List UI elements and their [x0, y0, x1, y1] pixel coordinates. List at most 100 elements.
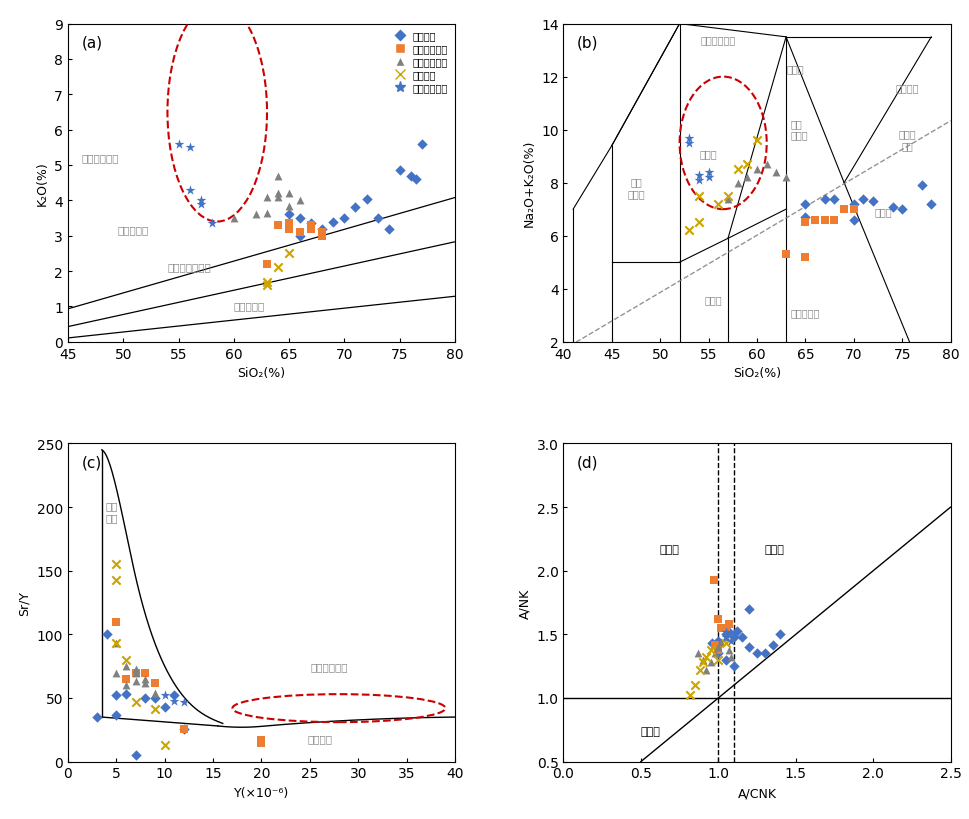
Text: 超钾镁铁质岩: 超钾镁铁质岩 — [81, 152, 118, 162]
Point — [157, 689, 172, 702]
Point — [690, 647, 705, 660]
Point — [706, 647, 722, 660]
Point — [157, 739, 172, 752]
Point — [718, 631, 734, 644]
Point — [254, 734, 269, 747]
Text: 超钾镁铁质岩: 超钾镁铁质岩 — [700, 35, 735, 45]
Point — [797, 251, 812, 264]
Point — [718, 622, 734, 635]
Point — [703, 656, 718, 669]
Point — [767, 166, 783, 179]
Point — [270, 191, 286, 204]
Point — [691, 169, 706, 182]
Point — [381, 223, 396, 236]
Point — [722, 635, 737, 648]
Point — [740, 640, 756, 654]
Point — [720, 192, 735, 206]
Point — [314, 223, 329, 236]
Point — [687, 679, 703, 692]
Text: (a): (a) — [81, 36, 103, 51]
Point — [718, 626, 734, 639]
Point — [706, 638, 722, 651]
Point — [128, 749, 143, 762]
Text: 钾玄岩系列: 钾玄岩系列 — [117, 225, 149, 235]
Point — [147, 703, 163, 716]
Point — [816, 214, 831, 227]
Point — [884, 201, 899, 214]
Point — [259, 207, 274, 220]
Point — [281, 218, 297, 231]
Point — [314, 228, 329, 241]
Point — [292, 226, 307, 239]
Point — [171, 138, 186, 152]
Point — [748, 164, 764, 177]
X-axis label: Y(×10⁻⁶): Y(×10⁻⁶) — [234, 786, 289, 799]
Point — [414, 138, 429, 152]
Point — [303, 219, 319, 233]
Point — [718, 637, 734, 650]
Text: 高钾钙碱性系列: 高钾钙碱性系列 — [168, 262, 211, 272]
Text: 钙碱性系列: 钙碱性系列 — [234, 301, 265, 310]
Point — [691, 216, 706, 229]
Point — [748, 647, 764, 660]
Point — [718, 631, 734, 644]
Point — [326, 215, 341, 229]
Point — [721, 618, 736, 631]
Point — [109, 558, 124, 571]
Point — [710, 635, 726, 648]
Text: 二长岩: 二长岩 — [699, 149, 717, 159]
Point — [725, 631, 740, 644]
Point — [292, 195, 307, 208]
Text: (c): (c) — [81, 455, 102, 470]
Point — [845, 214, 860, 227]
Point — [777, 248, 793, 261]
Point — [816, 192, 831, 206]
Point — [176, 695, 192, 708]
Point — [710, 198, 726, 211]
Legend: 花岗斑岩, 花岗闪长斑岩, 二长花岗斑岩, 闪长玢岩, 暗色微粒包体: 花岗斑岩, 花岗闪长斑岩, 二长花岗斑岩, 闪长玢岩, 暗色微粒包体 — [389, 29, 450, 95]
Point — [147, 676, 163, 690]
Point — [118, 672, 134, 686]
Point — [270, 170, 286, 183]
Text: 二长
闪长岩: 二长 闪长岩 — [627, 177, 644, 199]
Point — [738, 172, 754, 185]
Point — [248, 209, 264, 222]
Point — [128, 675, 143, 688]
Point — [128, 695, 143, 708]
Point — [359, 192, 374, 206]
Point — [109, 689, 124, 702]
X-axis label: A/CNK: A/CNK — [736, 786, 776, 799]
Point — [292, 230, 307, 243]
Text: 过碱质: 过碱质 — [641, 726, 660, 735]
Point — [713, 622, 729, 635]
Point — [259, 191, 274, 204]
Point — [797, 198, 812, 211]
Point — [710, 654, 726, 667]
Y-axis label: Na₂O+K₂O(%): Na₂O+K₂O(%) — [522, 140, 535, 227]
Y-axis label: A/NK: A/NK — [517, 588, 530, 618]
Point — [147, 691, 163, 704]
Text: 花岗闪长岩: 花岗闪长岩 — [790, 308, 820, 318]
Point — [718, 628, 734, 641]
Point — [89, 711, 105, 724]
Point — [864, 196, 880, 209]
Point — [138, 666, 153, 679]
X-axis label: SiO₂(%): SiO₂(%) — [733, 367, 780, 380]
Point — [138, 676, 153, 690]
Point — [710, 613, 726, 626]
Point — [167, 689, 182, 702]
Point — [701, 166, 716, 179]
Point — [128, 666, 143, 679]
Point — [303, 223, 319, 236]
Point — [705, 573, 721, 586]
Point — [764, 638, 779, 651]
Text: 花岗岩: 花岗岩 — [873, 207, 891, 217]
Point — [391, 165, 407, 178]
X-axis label: SiO₂(%): SiO₂(%) — [237, 367, 285, 380]
Point — [347, 201, 362, 215]
Point — [713, 636, 729, 649]
Point — [710, 640, 726, 654]
Point — [729, 177, 744, 190]
Point — [695, 654, 710, 667]
Point — [99, 628, 114, 641]
